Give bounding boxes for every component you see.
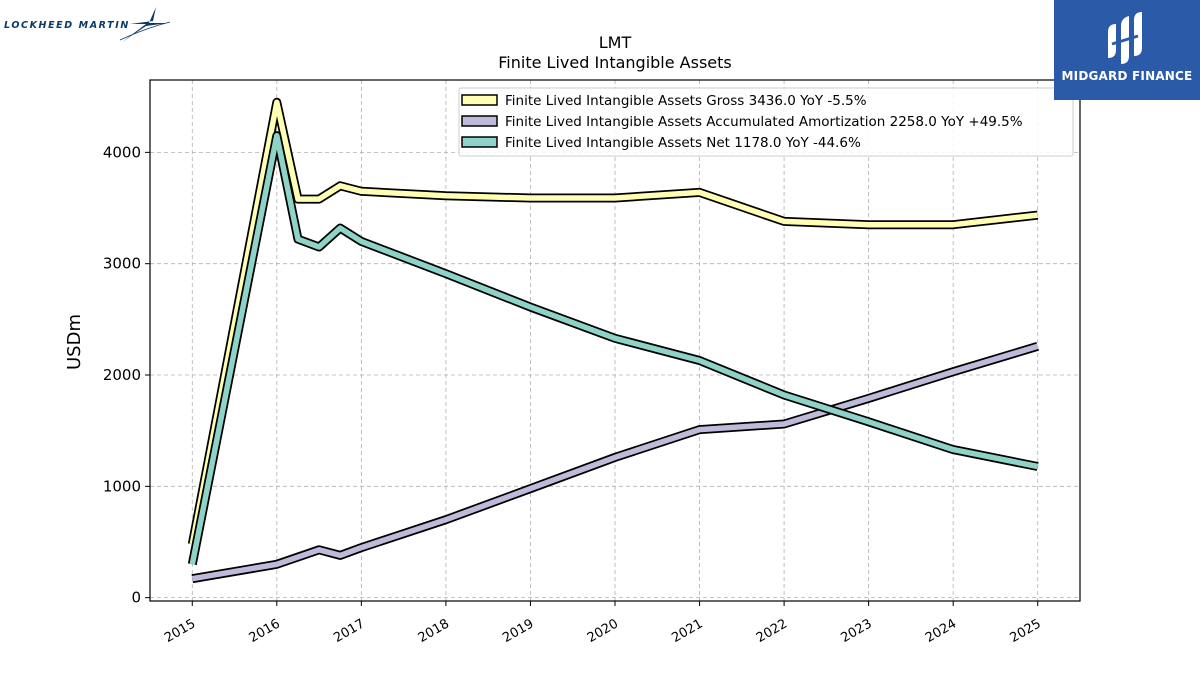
x-tick-label: 2019 [500, 616, 536, 646]
grid-lines [150, 80, 1080, 601]
legend-swatch [461, 115, 498, 127]
x-tick-label: 2015 [162, 616, 198, 646]
x-tick-label: 2022 [754, 616, 790, 646]
x-tick-label: 2025 [1008, 616, 1044, 646]
midgard-finance-logo: MIDGARD FINANCE [1054, 0, 1200, 100]
midgard-finance-logo-text: MIDGARD FINANCE [1061, 69, 1193, 83]
legend-label: Finite Lived Intangible Assets Gross 343… [505, 93, 867, 109]
star-icon [119, 7, 171, 42]
y-tick-label: 2000 [103, 366, 141, 384]
midgard-logo-icon [1108, 12, 1142, 64]
lockheed-martin-logo-text: LOCKHEED MARTIN [4, 20, 130, 31]
x-tick-label: 2017 [331, 616, 367, 646]
y-tick-label: 0 [131, 589, 141, 607]
series-lines [187, 97, 1039, 584]
y-tick-label: 4000 [103, 143, 141, 161]
legend-swatch [461, 136, 498, 148]
x-tick-label: 2023 [838, 616, 874, 646]
legend: Finite Lived Intangible Assets Gross 343… [458, 87, 1074, 157]
x-tick-label: 2018 [416, 616, 452, 646]
series-line-2 [191, 341, 1039, 584]
x-tick-label: 2020 [585, 616, 621, 646]
legend-label: Finite Lived Intangible Assets Accumulat… [505, 114, 1023, 130]
lockheed-martin-logo: LOCKHEED MARTIN [4, 4, 172, 44]
y-tick-label: 1000 [103, 477, 141, 495]
chart-subtitle: Finite Lived Intangible Assets [498, 53, 731, 72]
legend-label: Finite Lived Intangible Assets Net 1178.… [505, 135, 861, 151]
legend-swatch [461, 94, 498, 106]
chart-title: LMT [599, 33, 632, 52]
x-tick-label: 2024 [923, 616, 959, 646]
x-tick-label: 2021 [669, 616, 705, 646]
y-tick-label: 3000 [103, 255, 141, 273]
legend-box [458, 87, 1074, 157]
series-line-1 [187, 97, 1039, 546]
x-tick-label: 2016 [247, 616, 283, 646]
y-axis-label: USDm [64, 314, 85, 370]
series-line-3 [187, 131, 1039, 566]
